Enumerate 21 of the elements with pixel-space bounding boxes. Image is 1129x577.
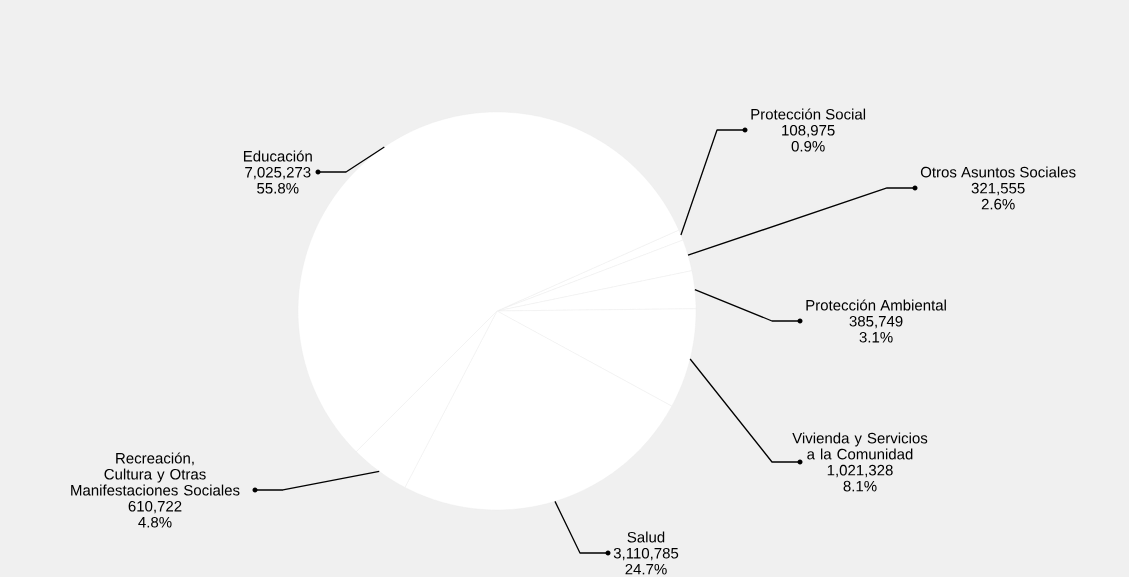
slice-label: Protección Ambiental — [806, 299, 946, 311]
data-label: 1,021,328 — [827, 464, 893, 478]
text: 3.1% — [859, 331, 893, 343]
data-label: 108,975 — [782, 124, 835, 138]
text: 0.9% — [791, 140, 825, 152]
text: 4.8% — [138, 516, 172, 528]
text: 8.1% — [843, 480, 877, 492]
slice-label: Protección Social — [751, 108, 866, 120]
text: 2.6% — [981, 198, 1015, 210]
slice-label: Salud — [627, 531, 665, 543]
slice-label: Vivienda y Servicios a la Comunidad — [792, 432, 928, 460]
data-label: 3,110,785 — [613, 547, 679, 561]
data-label: 610,722 — [128, 500, 182, 514]
slice-label: Recreación, Cultura y Otras Manifestaciones Sociales — [71, 452, 240, 496]
text: 24.7% — [625, 563, 667, 575]
data-label: 321,555 — [971, 182, 1025, 196]
data-label: 385,749 — [849, 315, 903, 329]
data-label: 7,025,273 — [245, 166, 311, 180]
slice-label: Otros Asuntos Sociales — [920, 166, 1076, 178]
text: 55.8% — [257, 182, 299, 194]
slice-label: Educación — [243, 150, 312, 162]
